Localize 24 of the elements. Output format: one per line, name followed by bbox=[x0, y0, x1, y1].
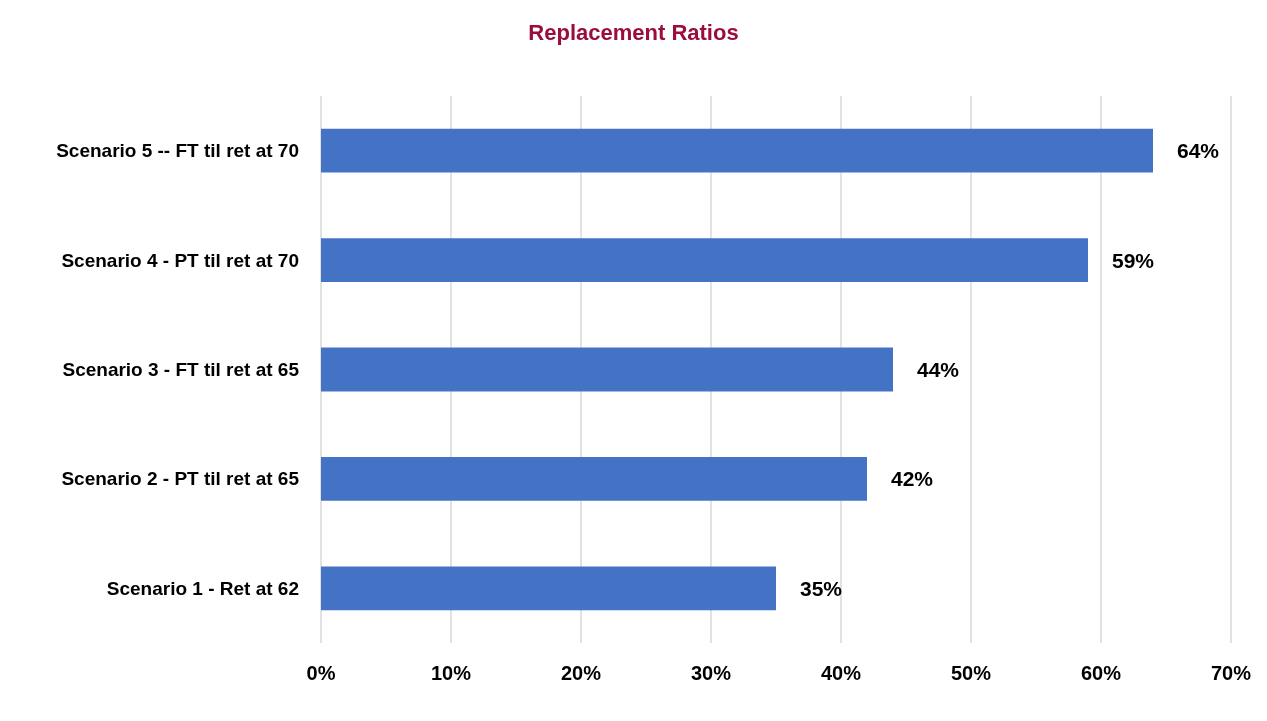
bar bbox=[321, 457, 867, 501]
x-tick-label: 50% bbox=[950, 662, 992, 684]
x-tick-label: 70% bbox=[1210, 662, 1252, 684]
x-tick-label: 60% bbox=[1080, 662, 1122, 684]
bar bbox=[321, 238, 1088, 282]
y-tick-label: Scenario 1 - Ret at 62 bbox=[106, 577, 299, 599]
x-tick-label: 10% bbox=[430, 662, 472, 684]
chart-title: Replacement Ratios bbox=[528, 19, 739, 45]
data-label: 59% bbox=[1112, 248, 1155, 272]
x-tick-label: 40% bbox=[820, 662, 862, 684]
x-tick-label: 30% bbox=[690, 662, 732, 684]
bar bbox=[321, 128, 1153, 173]
y-tick-label: Scenario 2 - PT til ret at 65 bbox=[61, 468, 300, 490]
y-tick-label: Scenario 3 - FT til ret at 65 bbox=[62, 359, 300, 380]
bar bbox=[321, 347, 893, 392]
y-tick-label: Scenario 5 -- FT til ret at 70 bbox=[56, 140, 299, 162]
bar bbox=[321, 566, 776, 611]
x-tick-label: 0% bbox=[306, 662, 336, 684]
data-label: 35% bbox=[800, 576, 843, 600]
data-label: 64% bbox=[1177, 139, 1220, 163]
data-label: 42% bbox=[891, 467, 934, 491]
y-tick-label: Scenario 4 - PT til ret at 70 bbox=[61, 249, 299, 271]
data-label: 44% bbox=[917, 358, 960, 381]
x-tick-label: 20% bbox=[560, 662, 602, 684]
